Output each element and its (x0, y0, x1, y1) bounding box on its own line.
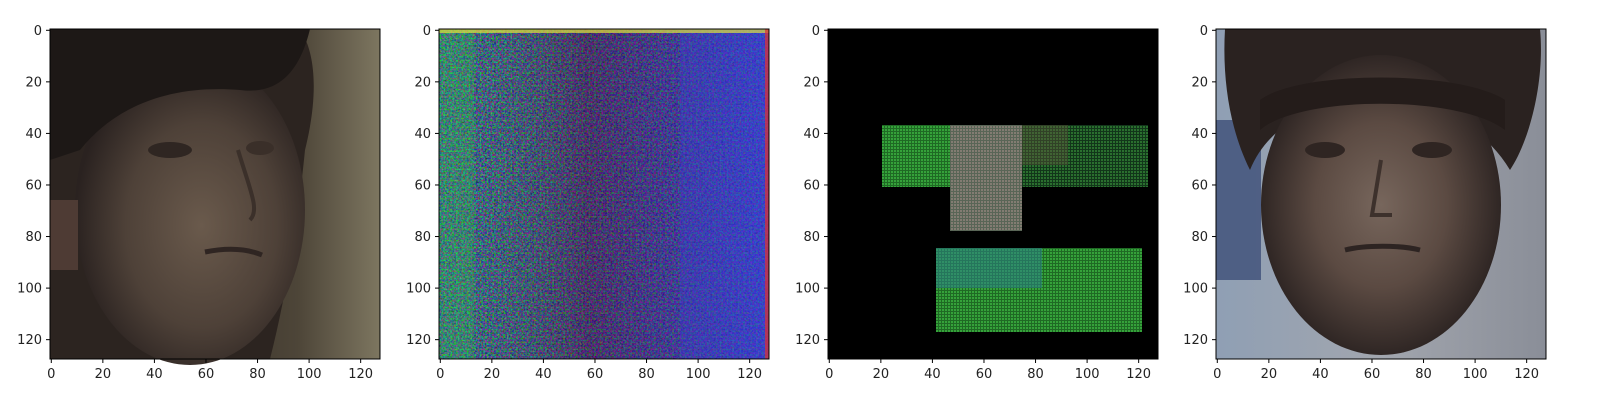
image-face-frontal (1216, 29, 1546, 359)
x-tick-label: 120 (348, 367, 373, 382)
y-tick-label: 80 (1191, 230, 1208, 245)
y-tick-label: 120 (1183, 333, 1208, 348)
x-tick-label: 80 (1415, 367, 1432, 382)
y-tick-label: 0 (34, 24, 42, 39)
x-tick-label: 0 (47, 367, 55, 382)
y-tick-label: 60 (25, 178, 42, 193)
x-tick-label: 40 (1312, 367, 1329, 382)
y-tick-label: 80 (414, 230, 431, 245)
x-tick-label: 60 (198, 367, 215, 382)
y-tick-label: 0 (812, 24, 820, 39)
x-axis: 0 20 40 60 80 100 120 (1213, 359, 1539, 382)
axes-frame (438, 28, 770, 360)
x-tick-label: 80 (638, 367, 655, 382)
x-tick-label: 60 (587, 367, 604, 382)
x-tick-label: 0 (436, 367, 444, 382)
x-tick-label: 120 (737, 367, 762, 382)
x-tick-label: 40 (146, 367, 163, 382)
y-tick-label: 80 (25, 230, 42, 245)
x-tick-label: 120 (1126, 367, 1151, 382)
x-tick-label: 120 (1514, 367, 1539, 382)
y-tick-label: 0 (423, 24, 431, 39)
y-tick-label: 40 (803, 127, 820, 142)
axes-frame (49, 28, 381, 360)
y-tick-label: 120 (406, 333, 431, 348)
y-axis: 0 20 40 60 80 100 120 (795, 24, 828, 348)
x-tick-label: 100 (1075, 367, 1100, 382)
y-tick-label: 100 (1183, 282, 1208, 297)
x-axis: 0 20 40 60 80 100 120 (47, 359, 373, 382)
image-blocks (828, 29, 1158, 359)
y-tick-label: 40 (25, 127, 42, 142)
y-tick-label: 20 (25, 75, 42, 90)
y-tick-label: 20 (1191, 75, 1208, 90)
x-tick-label: 0 (825, 367, 833, 382)
y-tick-label: 100 (795, 282, 820, 297)
x-tick-label: 100 (686, 367, 711, 382)
x-tick-label: 80 (1027, 367, 1044, 382)
y-tick-label: 60 (414, 178, 431, 193)
y-tick-label: 20 (414, 75, 431, 90)
x-tick-label: 60 (976, 367, 993, 382)
image-face-three-quarter (50, 29, 380, 365)
y-tick-label: 120 (17, 333, 42, 348)
y-tick-label: 60 (1191, 178, 1208, 193)
x-tick-label: 20 (484, 367, 501, 382)
y-tick-label: 80 (803, 230, 820, 245)
x-tick-label: 20 (873, 367, 890, 382)
y-tick-label: 60 (803, 178, 820, 193)
x-tick-label: 20 (95, 367, 112, 382)
x-tick-label: 100 (1463, 367, 1488, 382)
y-tick-label: 120 (795, 333, 820, 348)
y-tick-label: 20 (803, 75, 820, 90)
x-tick-label: 40 (924, 367, 941, 382)
y-axis: 0 20 40 60 80 100 120 (1183, 24, 1216, 348)
subplot-2: 0 20 40 60 80 100 120 0 20 40 60 80 100 120 (406, 24, 770, 382)
y-tick-label: 40 (1191, 127, 1208, 142)
x-tick-label: 100 (297, 367, 322, 382)
y-tick-label: 0 (1200, 24, 1208, 39)
subplot-4: 0 20 40 60 80 100 120 0 20 40 60 80 100 120 (1183, 24, 1547, 382)
x-tick-label: 60 (1364, 367, 1381, 382)
axes-frame (827, 28, 1159, 360)
y-axis: 0 20 40 60 80 100 120 (17, 24, 50, 348)
x-tick-label: 40 (535, 367, 552, 382)
x-axis: 0 20 40 60 80 100 120 (825, 359, 1151, 382)
x-axis: 0 20 40 60 80 100 120 (436, 359, 762, 382)
y-tick-label: 100 (406, 282, 431, 297)
subplot-1: 0 20 40 60 80 100 120 0 20 40 60 80 100 120 (17, 24, 381, 382)
subplot-3: 0 20 40 60 80 100 120 0 20 40 60 80 100 120 (795, 24, 1159, 382)
x-tick-label: 20 (1261, 367, 1278, 382)
image-noise (439, 29, 769, 359)
x-tick-label: 80 (249, 367, 266, 382)
y-tick-label: 40 (414, 127, 431, 142)
x-tick-label: 0 (1213, 367, 1221, 382)
y-tick-label: 100 (17, 282, 42, 297)
axes-frame (1215, 28, 1547, 360)
y-axis: 0 20 40 60 80 100 120 (406, 24, 439, 348)
